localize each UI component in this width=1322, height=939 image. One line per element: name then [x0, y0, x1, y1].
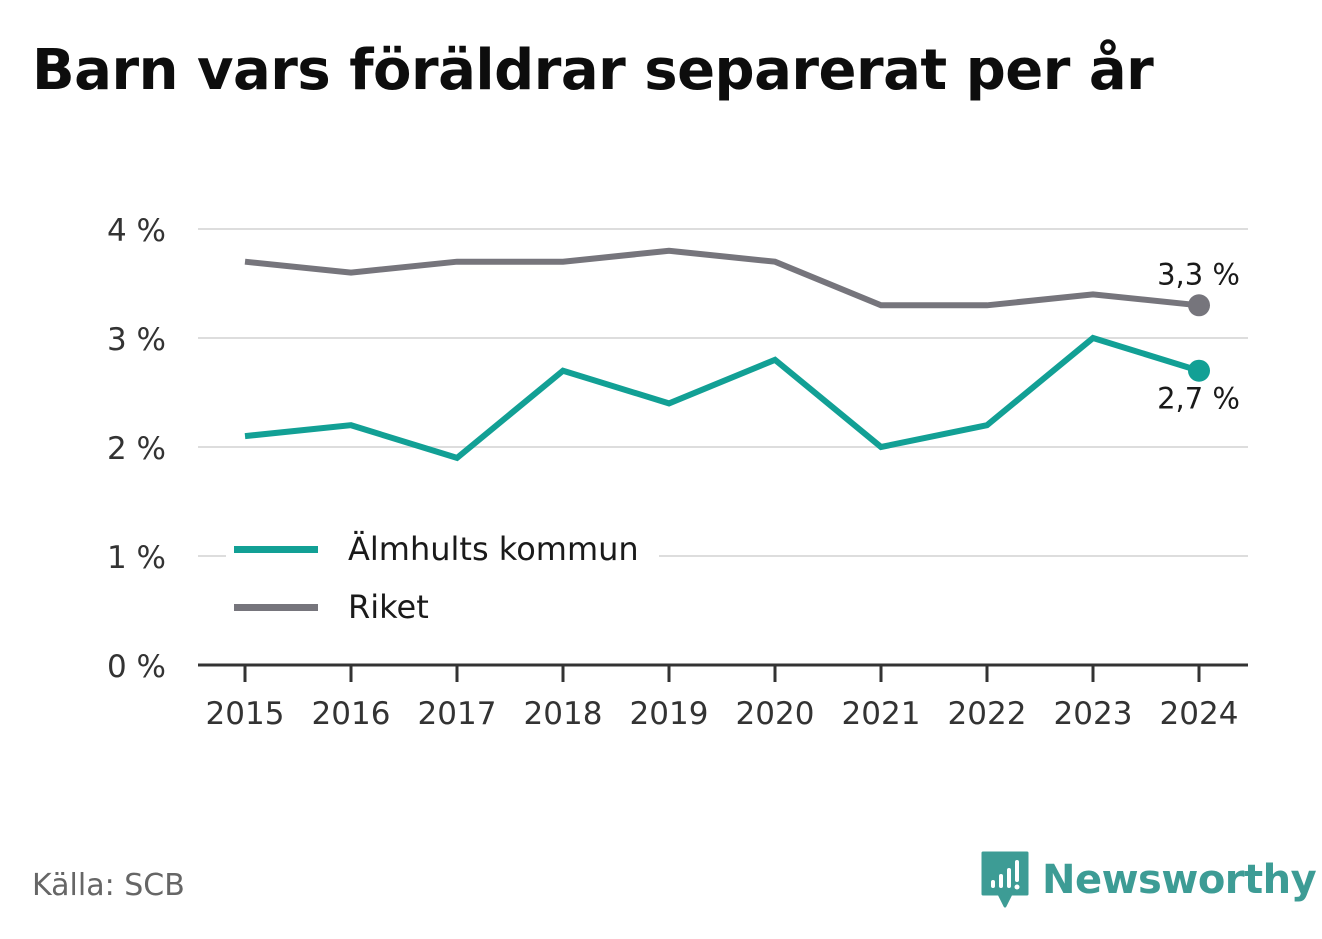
- y-tick-label: 1 %: [107, 540, 166, 576]
- end-marker-1: [1188, 294, 1210, 317]
- x-tick-label: 2018: [524, 696, 603, 732]
- chart-title: Barn vars föräldrar separerat per år: [32, 38, 1154, 103]
- legend-label-almhult: Älmhults kommun: [348, 530, 639, 568]
- legend: Älmhults kommun Riket: [226, 516, 659, 640]
- gridlines: [198, 228, 1248, 557]
- legend-item-riket: Riket: [234, 578, 639, 636]
- newsworthy-logo-icon: [981, 851, 1029, 908]
- y-tick-label: 4 %: [107, 213, 166, 249]
- x-tick-label: 2019: [630, 696, 709, 732]
- end-marker-0: [1188, 359, 1210, 382]
- x-tick-label: 2024: [1160, 696, 1239, 732]
- series-line-1: [244, 247, 1200, 309]
- x-tick-label: 2016: [312, 696, 391, 732]
- series-lines: [244, 247, 1200, 462]
- y-tick-label: 2 %: [107, 431, 166, 467]
- end-label-0: 2,7 %: [1157, 382, 1240, 416]
- x-tick-label: 2023: [1054, 696, 1133, 732]
- brand-logo[interactable]: Newsworthy: [980, 850, 1317, 910]
- legend-swatch-riket: [234, 603, 318, 611]
- y-tick-label: 3 %: [107, 322, 166, 358]
- x-tick-label: 2017: [418, 696, 497, 732]
- legend-label-riket: Riket: [348, 588, 429, 626]
- x-tick-label: 2022: [948, 696, 1027, 732]
- x-axis: 2015 2016 2017 2018 2019 2020 2021 2022 2023 2024: [198, 663, 1248, 732]
- series-end-markers: 3,3 % 2,7 %: [1157, 257, 1240, 415]
- y-axis-tick-labels: 0 % 1 % 2 % 3 % 4 %: [107, 213, 166, 685]
- legend-swatch-almhult: [234, 545, 318, 553]
- legend-item-almhult: Älmhults kommun: [234, 520, 639, 578]
- end-label-1: 3,3 %: [1157, 257, 1240, 291]
- series-line-0: [244, 334, 1200, 462]
- x-tick-label: 2021: [842, 696, 921, 732]
- source-note: Källa: SCB: [32, 868, 185, 903]
- x-tick-label: 2015: [206, 696, 285, 732]
- brand-name: Newsworthy: [1042, 857, 1317, 903]
- y-tick-label: 0 %: [107, 649, 166, 685]
- x-tick-label: 2020: [736, 696, 815, 732]
